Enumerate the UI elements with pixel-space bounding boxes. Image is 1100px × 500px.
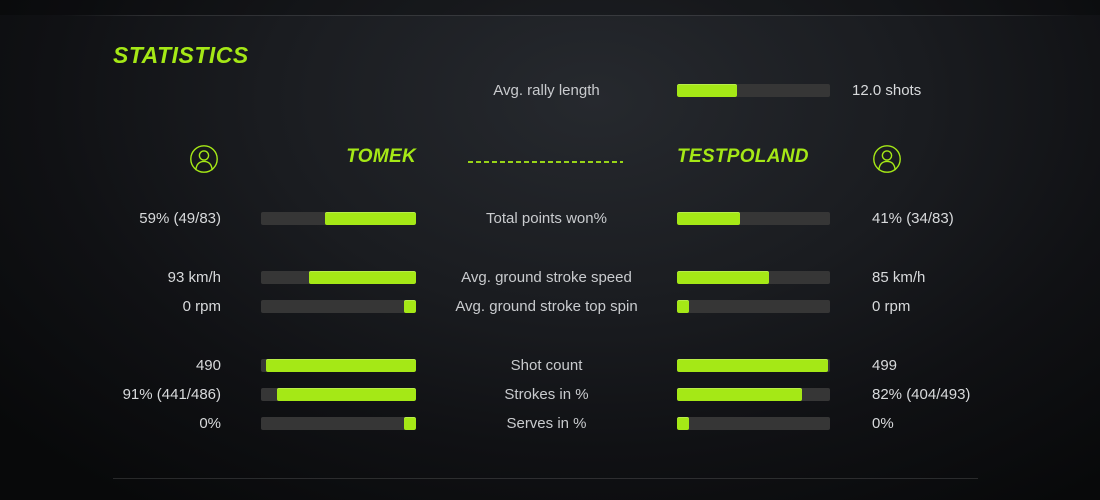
stat-row: 0 rpm Avg. ground stroke top spin 0 rpm bbox=[0, 292, 1100, 320]
player-name-right: TESTPOLAND bbox=[677, 146, 809, 167]
stat-right-bar-fill bbox=[677, 416, 690, 430]
summary-label: Avg. rally length bbox=[493, 81, 600, 99]
stat-right-bar-fill bbox=[677, 358, 829, 372]
stat-row: 59% (49/83) Total points won% 41% (34/83… bbox=[0, 204, 1100, 232]
stat-left-bar-track bbox=[261, 358, 416, 372]
stat-left-bar-track bbox=[261, 387, 416, 401]
stat-right-bar-track bbox=[677, 270, 830, 284]
stat-right-bar-fill bbox=[677, 211, 740, 225]
stat-left-bar-track bbox=[261, 270, 416, 284]
stat-right-bar-fill bbox=[677, 299, 690, 313]
player-name-left: TOMEK bbox=[346, 146, 416, 167]
bottom-divider bbox=[113, 478, 978, 479]
stat-left-bar-fill bbox=[403, 416, 416, 430]
top-band bbox=[0, 0, 1100, 15]
stat-label: Strokes in % bbox=[504, 385, 589, 403]
stat-row: 93 km/h Avg. ground stroke speed 85 km/h bbox=[0, 263, 1100, 291]
stat-right-bar-track bbox=[677, 211, 830, 225]
stat-left-bar-track bbox=[261, 211, 416, 225]
stat-left-value: 93 km/h bbox=[167, 268, 221, 286]
stat-row: 0% Serves in % 0% bbox=[0, 409, 1100, 437]
vs-dashed-separator bbox=[468, 161, 623, 163]
stat-row: 490 Shot count 499 bbox=[0, 351, 1100, 379]
stat-right-value: 41% (34/83) bbox=[872, 209, 954, 227]
user-icon bbox=[189, 144, 219, 174]
user-icon bbox=[872, 144, 902, 174]
stat-left-value: 0 rpm bbox=[182, 297, 221, 315]
page-title: STATISTICS bbox=[113, 42, 249, 68]
stat-left-bar-fill bbox=[309, 270, 416, 284]
stat-left-bar-fill bbox=[265, 358, 416, 372]
stat-right-value: 0% bbox=[872, 414, 894, 432]
stat-label: Serves in % bbox=[506, 414, 587, 432]
stat-left-bar-fill bbox=[403, 299, 416, 313]
stat-right-bar-track bbox=[677, 299, 830, 313]
stat-left-value: 59% (49/83) bbox=[139, 209, 221, 227]
stat-label: Avg. ground stroke top spin bbox=[455, 297, 638, 315]
stat-right-bar-track bbox=[677, 416, 830, 430]
stat-left-value: 0% bbox=[199, 414, 221, 432]
stat-right-bar-track bbox=[677, 358, 830, 372]
stat-left-value: 91% (441/486) bbox=[122, 385, 221, 403]
summary-row: Avg. rally length 12.0 shots bbox=[0, 76, 1100, 104]
summary-bar-track bbox=[677, 83, 830, 97]
stat-right-value: 0 rpm bbox=[872, 297, 911, 315]
stat-right-value: 85 km/h bbox=[872, 268, 926, 286]
top-divider bbox=[60, 15, 1080, 16]
stat-right-bar-fill bbox=[677, 387, 803, 401]
stat-left-bar-track bbox=[261, 299, 416, 313]
summary-value: 12.0 shots bbox=[852, 81, 922, 99]
stat-row: 91% (441/486) Strokes in % 82% (404/493) bbox=[0, 380, 1100, 408]
stat-label: Avg. ground stroke speed bbox=[461, 268, 632, 286]
stat-left-value: 490 bbox=[195, 356, 221, 374]
stat-label: Total points won% bbox=[486, 209, 607, 227]
stat-left-bar-fill bbox=[276, 387, 416, 401]
stat-right-bar-fill bbox=[677, 270, 769, 284]
stat-right-value: 499 bbox=[872, 356, 898, 374]
summary-bar-fill bbox=[677, 83, 737, 97]
stat-label: Shot count bbox=[510, 356, 583, 374]
stat-left-bar-fill bbox=[324, 211, 416, 225]
stat-right-value: 82% (404/493) bbox=[872, 385, 971, 403]
stat-right-bar-track bbox=[677, 387, 830, 401]
stat-left-bar-track bbox=[261, 416, 416, 430]
